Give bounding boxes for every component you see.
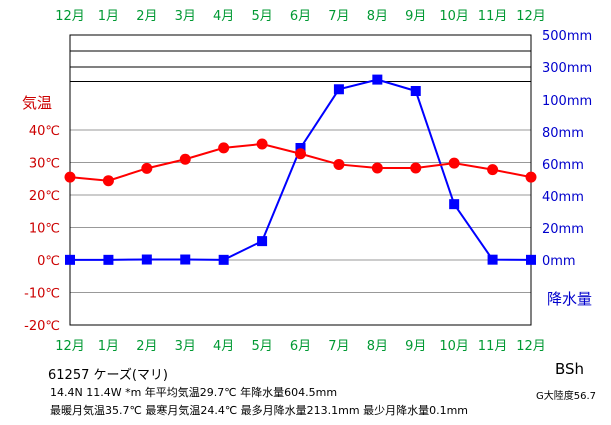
precipitation-axis-title: 降水量 xyxy=(547,290,592,308)
precip-point xyxy=(141,254,152,265)
precip-point xyxy=(333,84,344,95)
month-label-bottom: 11月 xyxy=(478,339,508,354)
precip-point xyxy=(218,254,229,265)
month-label-top: 5月 xyxy=(251,9,272,24)
month-label-top: 8月 xyxy=(367,9,388,24)
month-label-top: 12月 xyxy=(516,9,546,24)
temp-point xyxy=(333,158,345,170)
precip-point xyxy=(487,254,498,265)
month-labels-bottom: 12月 1月 2月 3月 4月 5月 6月 7月 8月 9月 10月 11月 12月 xyxy=(55,339,546,354)
month-label-top: 11月 xyxy=(478,9,508,24)
month-label-top: 2月 xyxy=(136,9,157,24)
temperature-series xyxy=(64,138,537,187)
precip-point xyxy=(103,254,114,265)
month-label-top: 7月 xyxy=(328,9,349,24)
month-label-top: 4月 xyxy=(213,9,234,24)
month-labels-top: 12月 1月 2月 3月 4月 5月 6月 7月 8月 9月 10月 11月 12月 xyxy=(55,9,546,24)
month-label-top: 1月 xyxy=(98,9,119,24)
precip-point xyxy=(449,199,460,210)
month-label-top: 10月 xyxy=(439,9,469,24)
precip-tick-label: 20mm xyxy=(542,222,584,237)
temp-point xyxy=(410,162,422,174)
precip-tick-label: 80mm xyxy=(542,126,584,141)
station-name: 61257 ケーズ(マリ) xyxy=(48,368,168,383)
precip-point xyxy=(372,74,383,85)
temperature-axis-title: 気温 xyxy=(22,94,52,112)
precipitation-axis: 500mm 300mm 100mm 80mm 60mm 40mm 20mm 0mm xyxy=(542,29,592,269)
temp-point xyxy=(448,157,460,169)
month-label-bottom: 9月 xyxy=(405,339,426,354)
month-label-bottom: 8月 xyxy=(367,339,388,354)
month-label-bottom: 5月 xyxy=(251,339,272,354)
temp-point xyxy=(487,164,499,176)
precip-tick-label: 40mm xyxy=(542,190,584,205)
continentality-index: G大陸度56.7 xyxy=(536,391,597,402)
temp-point xyxy=(371,162,383,174)
precip-tick-label: 500mm xyxy=(542,29,592,44)
precip-point xyxy=(180,254,191,265)
month-label-top: 6月 xyxy=(290,9,311,24)
climate-class: BSh xyxy=(555,360,585,378)
month-label-bottom: 4月 xyxy=(213,339,234,354)
temperature-axis: 40℃ 30℃ 20℃ 10℃ 0℃ -10℃ -20℃ xyxy=(24,124,60,334)
temp-tick-label: 20℃ xyxy=(29,189,60,204)
precip-point xyxy=(526,254,536,265)
month-label-top: 3月 xyxy=(175,9,196,24)
precip-point xyxy=(295,143,306,153)
month-label-top: 9月 xyxy=(405,9,426,24)
temp-tick-label: 40℃ xyxy=(29,124,60,139)
temp-tick-label: 0℃ xyxy=(37,254,60,269)
plot-frame xyxy=(69,34,532,326)
precip-tick-label: 300mm xyxy=(542,61,592,76)
month-label-bottom: 12月 xyxy=(516,339,546,354)
precip-point xyxy=(65,254,75,265)
precipitation-series xyxy=(65,74,536,265)
precip-tick-label: 100mm xyxy=(542,94,592,109)
temp-point xyxy=(179,153,191,165)
month-label-bottom: 1月 xyxy=(98,339,119,354)
chart-grid xyxy=(70,34,531,326)
temp-tick-label: 30℃ xyxy=(29,157,60,172)
month-label-bottom: 12月 xyxy=(55,339,85,354)
precip-tick-label: 0mm xyxy=(542,254,576,269)
station-summary-line-2: 最暖月気温35.7℃ 最寒月気温24.4℃ 最多月降水量213.1mm 最少月降… xyxy=(50,404,469,417)
month-label-bottom: 6月 xyxy=(290,339,311,354)
temp-point xyxy=(102,175,114,187)
month-label-bottom: 2月 xyxy=(136,339,157,354)
temp-tick-label: 10℃ xyxy=(29,222,60,237)
temp-point xyxy=(218,142,230,154)
station-summary-line-1: 14.4N 11.4W *m 年平均気温29.7℃ 年降水量604.5mm xyxy=(50,386,338,399)
precip-point xyxy=(257,236,268,247)
month-label-top: 12月 xyxy=(55,9,85,24)
temp-point xyxy=(295,148,306,160)
precip-tick-label: 60mm xyxy=(542,158,584,173)
temp-point xyxy=(525,171,537,183)
precip-line xyxy=(70,78,532,261)
month-label-bottom: 7月 xyxy=(328,339,349,354)
temp-tick-label: -20℃ xyxy=(24,319,60,334)
temp-tick-label: -10℃ xyxy=(24,287,60,302)
temp-point xyxy=(256,138,268,150)
temp-point xyxy=(141,162,153,174)
month-label-bottom: 3月 xyxy=(175,339,196,354)
precip-point xyxy=(410,85,421,96)
temp-point xyxy=(64,171,76,183)
month-label-bottom: 10月 xyxy=(439,339,469,354)
